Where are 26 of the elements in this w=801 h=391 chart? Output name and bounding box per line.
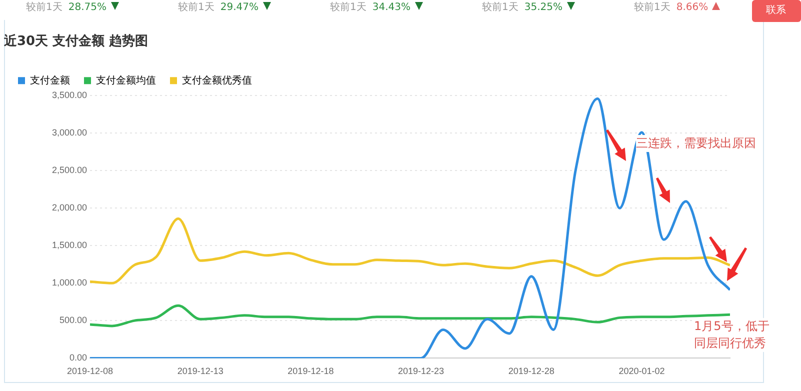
x-tick-label: 2020-01-02 — [618, 366, 665, 376]
y-tick-label: 0.00 — [69, 352, 87, 363]
text: 较前1天 29.47% — [178, 0, 260, 14]
chart-title: 近30天 支付金额 趋势图 — [3, 33, 148, 50]
legend-label: 支付金额 — [30, 74, 70, 86]
legend-label: 支付金额均值 — [96, 74, 156, 86]
annotation: 1月5号，低于同层同行优秀 — [694, 318, 774, 352]
text: 较前1天 28.75% — [26, 0, 108, 14]
text: 较前1天 34.43% — [330, 0, 412, 14]
y-tick-label: 1,500.00 — [52, 240, 87, 250]
x-tick-label: 2019-12-13 — [177, 366, 224, 376]
x-tick-label: 2019-12-23 — [398, 366, 444, 376]
y-tick-label: 3,500.00 — [52, 90, 87, 100]
x-tick-label: 2019-12-28 — [508, 366, 554, 376]
y-tick-label: 3,000.00 — [52, 128, 87, 138]
y-tick-label: 1,000.00 — [52, 278, 87, 288]
y-tick-label: 500.00 — [59, 315, 87, 326]
text: 较前1天 35.25% — [482, 0, 564, 14]
legend-label: 支付金额优秀值 — [182, 74, 252, 86]
text: 较前1天 8.66% — [634, 0, 710, 14]
y-tick-label: 2,000.00 — [52, 202, 87, 213]
text: 联系 — [752, 0, 801, 22]
x-tick-label: 2019-12-08 — [66, 366, 114, 376]
y-tick-label: 2,500.00 — [52, 165, 87, 176]
x-tick-label: 2019-12-18 — [288, 366, 334, 376]
annotation: 三连跌，需要找出原因 — [636, 135, 760, 152]
